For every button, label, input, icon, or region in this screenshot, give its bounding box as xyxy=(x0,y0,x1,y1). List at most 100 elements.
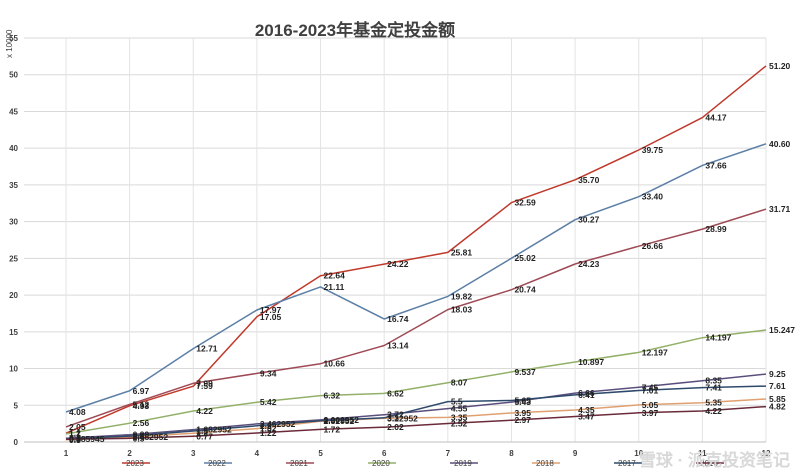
data-label-2017: 2.9 xyxy=(324,416,336,426)
data-labels: 1.2 4.93 7.59 17.05 22.64 24.22 25.81 32.59 35.7… xyxy=(69,61,795,445)
data-label-2017: 0.4 xyxy=(69,434,81,444)
data-label-2022: 25.02 xyxy=(514,253,536,263)
data-label-2017: 0.8 xyxy=(133,431,145,441)
x-tick-label: 8 xyxy=(509,449,514,458)
series-line-2020 xyxy=(65,329,767,435)
data-label-2017: 5.65 xyxy=(514,395,531,405)
x-tick-label: 5 xyxy=(318,449,323,458)
y-tick-label: 45 xyxy=(9,107,18,116)
y-tick-label: 50 xyxy=(9,71,18,80)
data-label-2019: 0.99 xyxy=(133,430,150,440)
data-label-2019: 3.002952 xyxy=(324,415,360,425)
data-label-2020: 15.247 xyxy=(769,325,795,335)
x-tick-label: 1 xyxy=(64,449,69,458)
data-label-2017: 6.41 xyxy=(578,390,595,400)
series-line-2022 xyxy=(65,143,767,413)
data-label-2020: 4.22 xyxy=(196,406,213,416)
y-tick-label: 20 xyxy=(9,291,18,300)
y-tick-label: 5 xyxy=(14,401,19,410)
y-tick-label: 40 xyxy=(9,144,18,153)
y-axis-unit-label: x 10000 xyxy=(5,29,14,58)
data-label-2023: 7.59 xyxy=(196,381,213,391)
series-line-2021 xyxy=(65,208,767,428)
data-label-2022: 40.60 xyxy=(769,139,791,149)
data-label-2016: 3.97 xyxy=(642,408,659,418)
data-label-2018: 5.05 xyxy=(642,400,659,410)
data-label-2023: 51.20 xyxy=(769,61,791,71)
data-label-2021: 26.66 xyxy=(642,241,664,251)
data-label-2023: 32.59 xyxy=(514,198,536,208)
x-tick-label: 3 xyxy=(191,449,196,458)
data-label-2022: 12.71 xyxy=(196,344,218,354)
series-line-2019 xyxy=(65,373,767,440)
series-line-2018 xyxy=(65,398,767,441)
data-label-2016: 4.82 xyxy=(769,402,786,412)
legend-label-2018: 2018 xyxy=(536,459,554,468)
data-label-2020: 12.197 xyxy=(642,347,668,357)
y-tick-label: 30 xyxy=(9,218,18,227)
data-label-2017: 1.5 xyxy=(196,426,208,436)
data-label-2018: 3.95 xyxy=(514,408,531,418)
data-label-2020: 10.897 xyxy=(578,357,604,367)
data-label-2016: 4.22 xyxy=(705,406,722,416)
legend-label-2023: 2023 xyxy=(126,459,144,468)
data-label-2021: 20.74 xyxy=(514,285,536,295)
data-label-2018: 5.35 xyxy=(705,398,722,408)
data-label-2021: 5.12 xyxy=(133,399,150,409)
y-tick-label: 10 xyxy=(9,365,18,374)
legend-label-2016: 2016 xyxy=(700,459,718,468)
data-label-2020: 6.62 xyxy=(387,388,404,398)
data-label-2023: 1.2 xyxy=(69,428,81,438)
x-tick-label: 10 xyxy=(634,449,643,458)
data-label-2021: 18.03 xyxy=(451,305,473,315)
watermark-text: 雪球 · 派克投资笔记 xyxy=(639,450,790,470)
data-label-2020: 1.1 xyxy=(69,429,81,439)
data-label-2016: 3.47 xyxy=(578,412,595,422)
data-label-2018: 2.82952 xyxy=(324,416,355,426)
legend-label-2021: 2021 xyxy=(290,459,308,468)
legend-label-2022: 2022 xyxy=(208,459,226,468)
data-label-2023: 25.81 xyxy=(451,247,473,257)
legend-label-2017: 2017 xyxy=(618,459,636,468)
data-label-2019: 4.55 xyxy=(451,404,468,414)
data-label-2019: 9.25 xyxy=(769,369,786,379)
x-tick-label: 7 xyxy=(446,449,451,458)
data-label-2023: 35.70 xyxy=(578,175,600,185)
data-label-2021: 2.05 xyxy=(69,422,86,432)
data-label-2023: 4.93 xyxy=(133,401,150,411)
data-label-2019: 3.72 xyxy=(387,410,404,420)
data-label-2021: 10.66 xyxy=(324,359,346,369)
data-label-2016: 2.52 xyxy=(451,418,468,428)
data-label-2023: 44.17 xyxy=(705,113,727,123)
data-label-2022: 4.08 xyxy=(69,407,86,417)
legend-label-2019: 2019 xyxy=(454,459,472,468)
data-label-2016: 2.02 xyxy=(387,422,404,432)
data-label-2022: 33.40 xyxy=(642,192,664,202)
data-label-2022: 17.97 xyxy=(260,305,282,315)
data-label-2016: 2.97 xyxy=(514,415,531,425)
gridlines xyxy=(24,37,767,443)
x-tick-label: 6 xyxy=(382,449,387,458)
data-label-2018: 5.85 xyxy=(769,394,786,404)
series-lines xyxy=(65,65,767,441)
data-label-2021: 9.34 xyxy=(260,368,277,378)
data-label-2019: 5.43 xyxy=(514,397,531,407)
data-label-2021: 28.99 xyxy=(705,224,727,234)
legend: 2023 2022 2021 2020 2019 2018 2017 2016 xyxy=(122,459,724,468)
data-label-2021: 7.99 xyxy=(196,378,213,388)
data-label-2020: 8.07 xyxy=(451,378,468,388)
y-tick-label: 25 xyxy=(9,254,18,263)
data-label-2018: 1.2 xyxy=(196,428,208,438)
data-label-2022: 30.27 xyxy=(578,215,600,225)
data-label-2023: 24.22 xyxy=(387,259,409,269)
data-label-2016: 1.72 xyxy=(324,424,341,434)
series-line-2023 xyxy=(65,65,767,434)
x-tick-label: 9 xyxy=(573,449,578,458)
y-tick-label: 0 xyxy=(14,438,19,447)
legend-label-2020: 2020 xyxy=(372,459,390,468)
series-line-2016 xyxy=(65,405,767,440)
x-tick-label: 11 xyxy=(698,449,707,458)
data-label-2021: 31.71 xyxy=(769,204,791,214)
